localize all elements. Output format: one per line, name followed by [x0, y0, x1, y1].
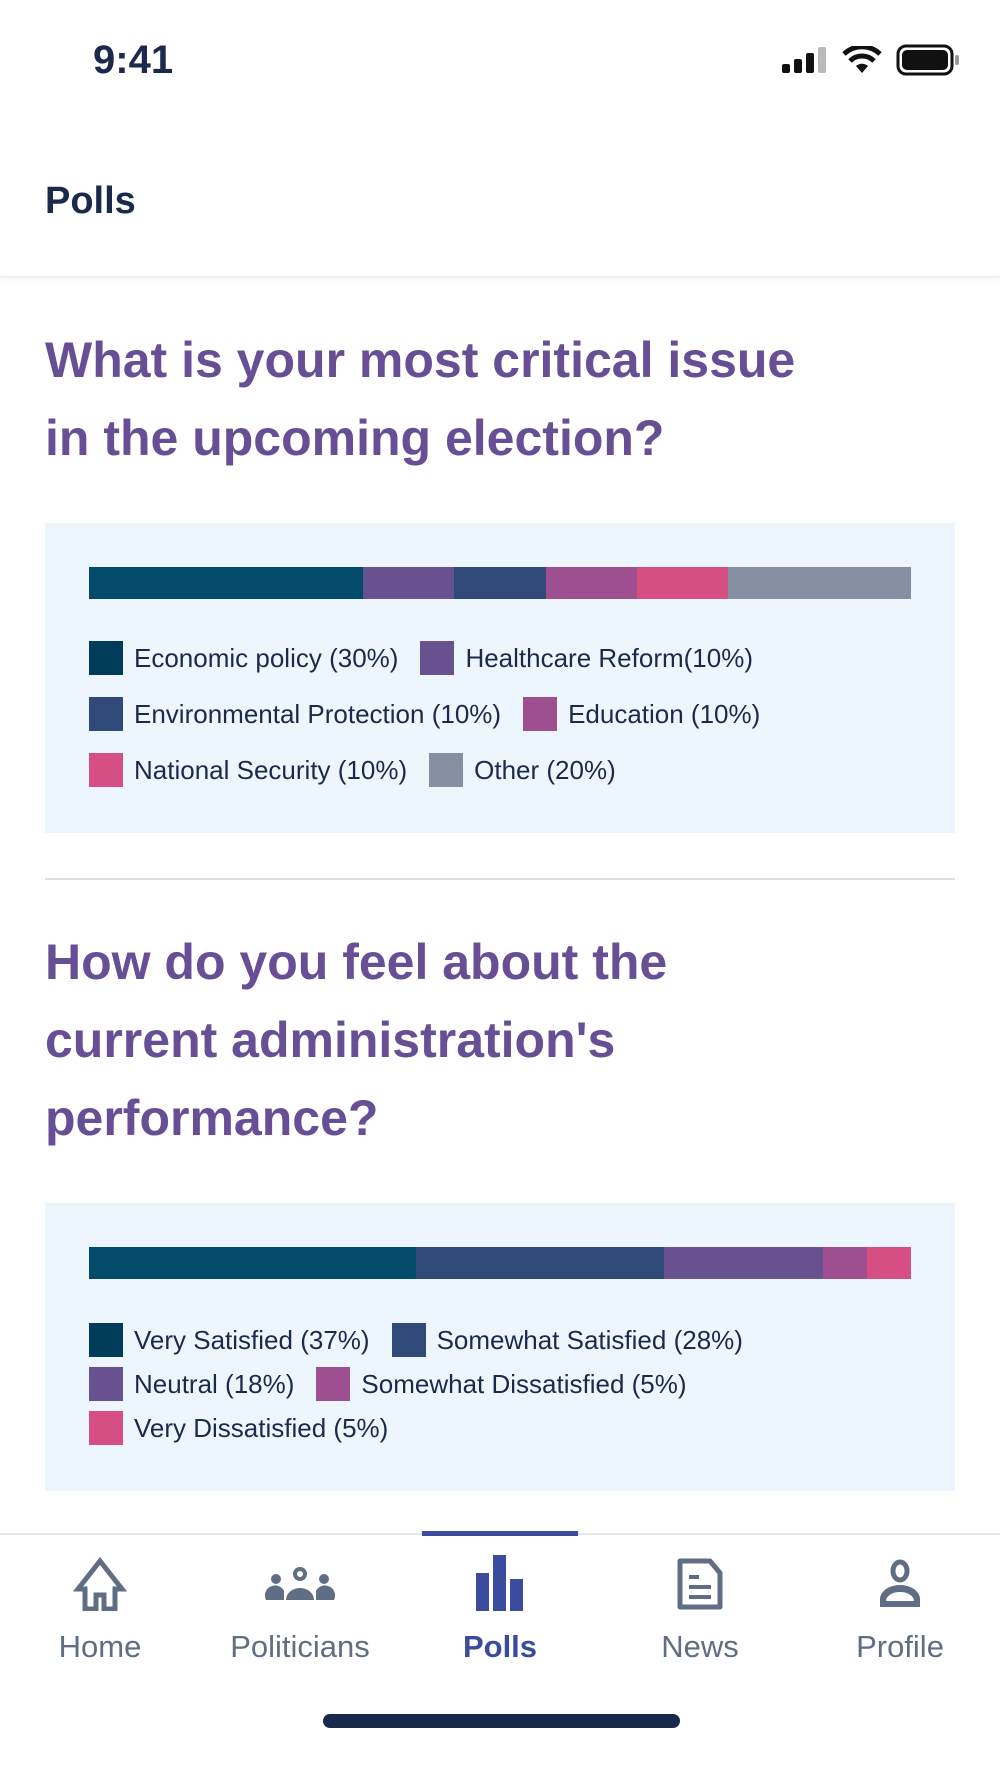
poll-results-card-2: Very Satisfied (37%) Somewhat Satisfied (…	[45, 1203, 955, 1491]
status-icons	[782, 44, 960, 76]
bar-chart-icon	[476, 1555, 523, 1611]
bar-segment	[728, 567, 911, 599]
legend: Economic policy (30%) Healthcare Reform(1…	[89, 641, 929, 787]
legend-item: National Security (10%)	[89, 753, 407, 787]
legend-label: Somewhat Satisfied (28%)	[436, 1324, 743, 1355]
legend-item: Somewhat Dissatisfied (5%)	[316, 1367, 687, 1401]
legend-swatch	[391, 1323, 426, 1357]
legend-swatch	[89, 697, 123, 731]
legend-item: Healthcare Reform(10%)	[420, 641, 753, 675]
legend-item: Environmental Protection (10%)	[89, 697, 501, 731]
page-title: Polls	[45, 180, 136, 222]
legend-swatch	[89, 1411, 123, 1445]
legend-swatch	[429, 753, 464, 787]
tab-news[interactable]: News	[600, 1555, 800, 1665]
poll-question-2: How do you feel about the current admini…	[45, 923, 905, 1157]
bottom-nav: Home Politicians Polls News Profile	[0, 1531, 1000, 1778]
legend-label: Economic policy (30%)	[134, 642, 399, 673]
question-line: What is your most critical issue	[45, 332, 796, 388]
legend-swatch	[89, 641, 123, 675]
status-time: 9:41	[93, 38, 174, 82]
tab-profile[interactable]: Profile	[800, 1555, 1000, 1665]
question-line: performance?	[45, 1090, 379, 1146]
bar-segment	[866, 1247, 911, 1279]
legend-swatch	[420, 641, 455, 675]
stacked-bar	[89, 567, 911, 599]
app-header: Polls	[0, 110, 1000, 278]
legend-swatch	[523, 697, 558, 731]
tab-label: Home	[58, 1629, 142, 1664]
legend-swatch	[316, 1367, 351, 1401]
legend-label: Very Satisfied (37%)	[134, 1324, 370, 1355]
home-icon	[72, 1556, 128, 1611]
tab-label: Politicians	[230, 1629, 370, 1664]
bar-segment	[89, 1247, 417, 1279]
bar-segment	[636, 567, 729, 599]
bar-segment	[663, 1247, 823, 1279]
active-tab-indicator	[422, 1531, 578, 1536]
legend-label: Environmental Protection (10%)	[134, 698, 502, 729]
legend-label: Other (20%)	[474, 754, 616, 785]
tab-home[interactable]: Home	[0, 1555, 200, 1665]
legend-item: Somewhat Satisfied (28%)	[391, 1323, 743, 1357]
signal-icon	[782, 47, 826, 73]
people-icon	[264, 1567, 336, 1600]
tab-politicians[interactable]: Politicians	[200, 1555, 400, 1665]
bar-segment	[89, 567, 363, 599]
legend-label: Somewhat Dissatisfied (5%)	[361, 1368, 687, 1399]
stacked-bar	[89, 1247, 911, 1279]
legend: Very Satisfied (37%) Somewhat Satisfied (…	[89, 1323, 929, 1445]
bar-segment	[822, 1247, 867, 1279]
poll-question-1: What is your most critical issue in the …	[45, 321, 905, 477]
poll-results-card-1: Economic policy (30%) Healthcare Reform(1…	[45, 523, 955, 833]
legend-item: Other (20%)	[429, 753, 616, 787]
legend-item: Economic policy (30%)	[89, 641, 398, 675]
legend-swatch	[89, 1367, 123, 1401]
legend-item: Very Dissatisfied (5%)	[89, 1411, 388, 1445]
question-line: How do you feel about the	[45, 934, 668, 990]
legend-label: Neutral (18%)	[134, 1368, 295, 1399]
tab-label: News	[661, 1629, 739, 1664]
home-indicator	[323, 1714, 680, 1728]
tab-polls[interactable]: Polls	[400, 1555, 600, 1665]
legend-label: Very Dissatisfied (5%)	[134, 1412, 389, 1443]
legend-swatch	[89, 1323, 123, 1357]
bar-segment	[545, 567, 637, 599]
battery-icon	[896, 44, 959, 76]
document-icon	[677, 1558, 723, 1610]
legend-label: National Security (10%)	[134, 754, 408, 785]
legend-item: Neutral (18%)	[89, 1367, 294, 1401]
legend-label: Education (10%)	[568, 698, 761, 729]
legend-swatch	[89, 753, 123, 787]
bar-segment	[416, 1247, 664, 1279]
legend-item: Very Satisfied (37%)	[89, 1323, 370, 1357]
legend-label: Healthcare Reform(10%)	[465, 642, 753, 673]
bar-segment	[362, 567, 455, 599]
bar-segment	[454, 567, 546, 599]
person-icon	[880, 1559, 920, 1607]
divider	[45, 878, 955, 880]
tab-label: Polls	[462, 1629, 538, 1664]
question-line: current administration's	[45, 1012, 616, 1068]
question-line: in the upcoming election?	[45, 410, 665, 466]
tab-label: Profile	[856, 1629, 944, 1664]
legend-item: Education (10%)	[523, 697, 760, 731]
wifi-icon	[842, 46, 882, 73]
